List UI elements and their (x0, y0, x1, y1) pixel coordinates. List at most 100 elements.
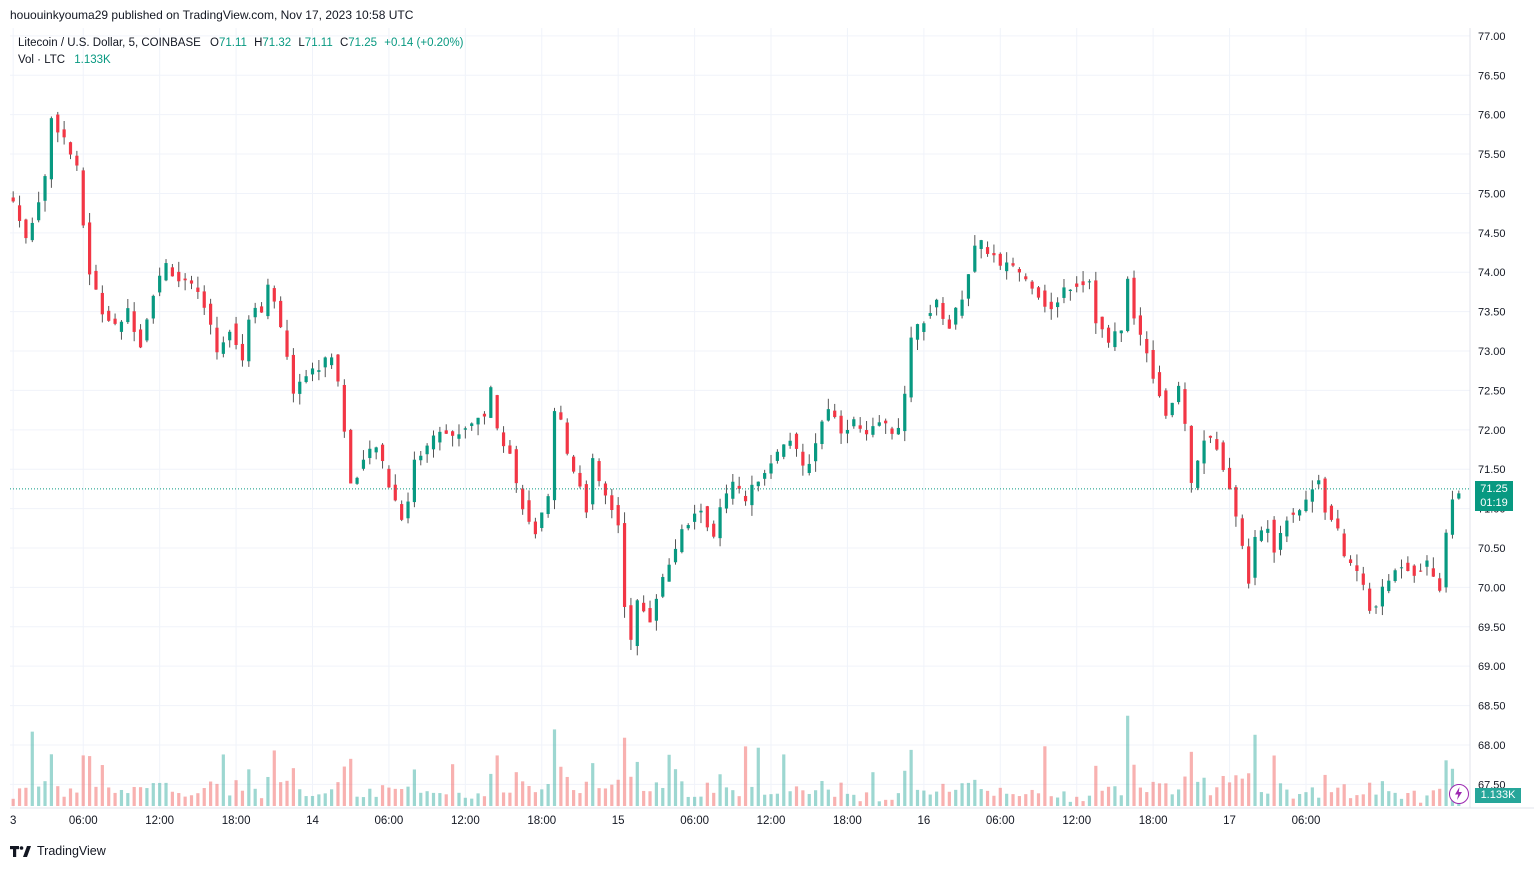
candle-body (425, 445, 429, 455)
candle-body (151, 295, 155, 319)
volume-bar (266, 776, 270, 806)
volume-bar (438, 793, 442, 806)
volume-bar (1291, 798, 1295, 806)
time-tick: 15 (612, 815, 625, 827)
candle-body (591, 458, 595, 505)
volume-bar (807, 793, 811, 806)
volume-bar (1380, 781, 1384, 806)
candle-body (17, 205, 22, 221)
candle-body (336, 354, 340, 382)
volume-bar (94, 786, 98, 806)
volume-bar (1412, 790, 1416, 806)
volume-bar (298, 789, 302, 806)
volume-bar (1011, 794, 1015, 806)
volume-bar (909, 749, 913, 806)
volume-bar (769, 794, 773, 806)
volume-bar (215, 783, 219, 806)
candle-body (406, 501, 410, 519)
price-tick: 70.50 (1478, 543, 1506, 555)
time-tick: 06:00 (680, 815, 709, 827)
volume-bar (1253, 734, 1257, 806)
candle-body (43, 176, 47, 201)
candle-body (1272, 519, 1276, 553)
volume-bar (782, 754, 786, 806)
candle-body (107, 310, 111, 321)
volume-bar (1164, 783, 1168, 806)
candle-body (514, 449, 518, 484)
price-tick: 72.00 (1478, 425, 1506, 437)
candle-body (1419, 570, 1423, 572)
volume-bar (514, 772, 518, 806)
candle-body (1126, 278, 1130, 332)
candle-body (419, 455, 423, 461)
time-tick: 06:00 (375, 815, 404, 827)
candle-body (1208, 435, 1213, 438)
candle-body (954, 307, 958, 325)
volume-bar (88, 756, 92, 806)
volume-bar (1247, 773, 1251, 806)
candle-body (763, 473, 767, 479)
candle-body (1278, 533, 1283, 550)
candle-body (998, 253, 1002, 266)
footer-brand[interactable]: TradingView (10, 844, 106, 858)
volume-bar (985, 790, 990, 806)
volume-bar (1444, 760, 1448, 806)
volume-bar (1431, 790, 1435, 806)
volume-bar (877, 801, 881, 806)
candle-body (164, 263, 168, 281)
volume-bar (794, 786, 799, 806)
volume-bar (234, 780, 238, 806)
candle-body (470, 423, 474, 426)
candle-body (304, 376, 308, 383)
volume-bar (743, 746, 748, 806)
legend-close-key: C (339, 37, 349, 49)
time-axis[interactable]: 3 06:00 12:00 18:00 14 06:00 12:00 18:00 15 06:00… (10, 815, 1320, 827)
candle-body (775, 451, 779, 461)
candle-body (928, 313, 932, 316)
volume-bar (559, 766, 563, 806)
volume-bar (584, 781, 588, 806)
volume-bar (661, 787, 665, 806)
candle-body (1450, 499, 1455, 535)
candlesticks (11, 111, 1461, 656)
volume-bar (750, 786, 754, 806)
volume-bar (712, 792, 716, 806)
volume-bar (1036, 793, 1041, 806)
candle-body (400, 504, 404, 520)
volume-bar (81, 755, 85, 806)
candle-body (1068, 289, 1072, 291)
publisher-line: hououinkyouma29 published on TradingView… (10, 8, 414, 22)
candle-body (1298, 510, 1302, 516)
volume-bar (1087, 795, 1092, 806)
volume-bar (1317, 797, 1321, 806)
candle-body (75, 155, 79, 166)
candle-body (1036, 287, 1041, 298)
volume-bar (119, 789, 124, 806)
volume-bar (151, 783, 155, 806)
legend-vol-label[interactable]: Vol · LTC (18, 54, 66, 66)
candle-body (731, 481, 735, 499)
candle-body (1081, 281, 1085, 286)
candle-body (750, 484, 754, 506)
volume-bar (852, 794, 856, 806)
lightning-icon[interactable] (1449, 784, 1469, 804)
candle-body (508, 445, 512, 454)
volume-bar (1043, 746, 1047, 806)
volume-bar (177, 793, 181, 806)
candle-body (330, 357, 334, 366)
volume-bar (871, 772, 875, 806)
candle-body (310, 368, 315, 375)
candle-body (1368, 588, 1372, 611)
price-axis[interactable]: 77.00 76.50 76.00 75.50 75.00 74.50 74.00 73.50… (1478, 31, 1506, 791)
legend-symbol[interactable]: Litecoin / U.S. Dollar, 5, COINBASE (18, 37, 201, 49)
price-tick: 70.00 (1478, 582, 1506, 594)
volume-bar (922, 790, 926, 806)
candle-body (743, 495, 748, 502)
candle-body (1164, 390, 1168, 416)
candle-body (820, 421, 824, 445)
volume-bar (833, 796, 837, 806)
candle-body (552, 411, 557, 501)
candle-body (584, 484, 588, 513)
candle-body (119, 321, 124, 332)
